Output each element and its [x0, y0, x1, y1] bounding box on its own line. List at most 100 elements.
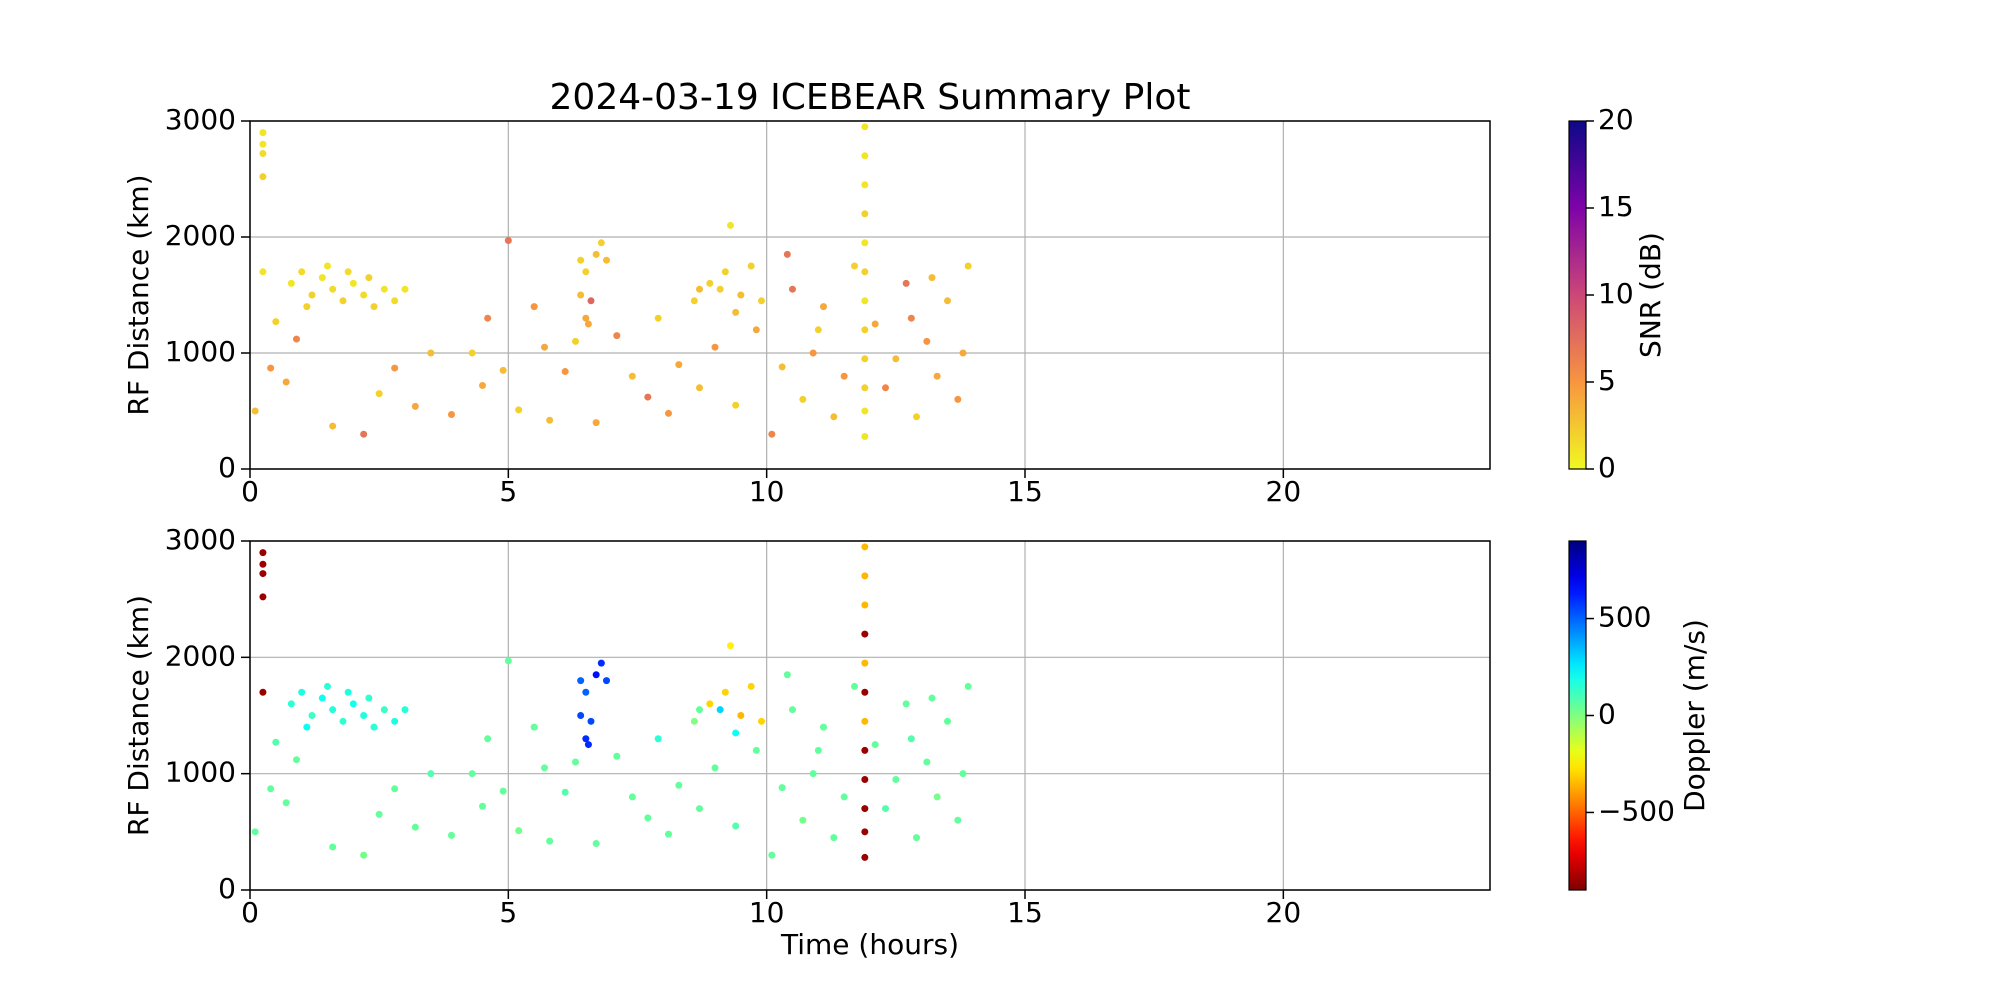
- point: [882, 384, 889, 392]
- point: [504, 657, 512, 665]
- point: [584, 741, 592, 749]
- point: [758, 297, 765, 305]
- point: [892, 355, 900, 363]
- point: [411, 402, 419, 410]
- point: [530, 723, 538, 731]
- point: [587, 717, 595, 725]
- point: [696, 384, 703, 392]
- point: [768, 851, 776, 859]
- point: [308, 291, 316, 299]
- point: [391, 364, 399, 372]
- point: [732, 401, 740, 409]
- point: [696, 805, 703, 813]
- point: [391, 717, 399, 725]
- point: [251, 828, 259, 836]
- point: [479, 381, 486, 389]
- point: [360, 712, 368, 719]
- point: [644, 814, 652, 822]
- points: [251, 543, 972, 861]
- point: [778, 784, 786, 792]
- colorbar-tick-label: 20: [1598, 103, 1634, 136]
- point: [944, 717, 951, 725]
- point: [675, 781, 683, 789]
- point: [272, 318, 280, 326]
- y-tick-label: 3000: [165, 523, 236, 556]
- point: [577, 291, 585, 299]
- point: [861, 355, 869, 363]
- point: [820, 303, 827, 311]
- point: [696, 706, 703, 714]
- point: [427, 349, 435, 357]
- point: [783, 250, 791, 258]
- point: [365, 274, 373, 282]
- point: [861, 775, 869, 783]
- point: [758, 717, 765, 725]
- axes-frame: [249, 540, 1491, 891]
- point: [582, 688, 590, 696]
- point: [546, 416, 554, 424]
- point: [737, 291, 745, 299]
- point: [861, 326, 869, 334]
- point: [861, 407, 869, 415]
- point: [809, 349, 817, 357]
- point: [654, 735, 662, 743]
- point: [468, 770, 476, 778]
- point: [360, 291, 368, 299]
- point: [587, 297, 595, 305]
- point: [830, 413, 838, 421]
- point: [789, 706, 796, 714]
- point: [592, 839, 600, 847]
- point: [871, 741, 879, 749]
- colorbar-tick-label: 5: [1598, 364, 1616, 397]
- point: [484, 735, 492, 743]
- point: [913, 413, 920, 421]
- point: [603, 677, 610, 685]
- point: [287, 279, 295, 287]
- point: [259, 688, 267, 696]
- point: [752, 326, 760, 334]
- point: [902, 700, 910, 708]
- x-axis-label: Time (hours): [780, 928, 959, 961]
- point: [259, 560, 267, 568]
- point: [902, 279, 910, 287]
- point: [339, 297, 347, 305]
- point: [752, 746, 760, 754]
- point: [484, 314, 492, 322]
- point: [411, 823, 419, 831]
- point: [954, 395, 962, 403]
- point: [727, 221, 734, 229]
- point: [861, 384, 869, 392]
- point: [820, 723, 827, 731]
- point: [401, 285, 409, 293]
- point: [613, 752, 621, 760]
- point: [360, 430, 368, 438]
- y-tick-label: 0: [218, 872, 236, 905]
- point: [861, 543, 869, 551]
- y-tick-label: 3000: [165, 103, 236, 136]
- point: [259, 570, 267, 578]
- point: [561, 788, 569, 796]
- point: [308, 712, 316, 719]
- point: [401, 706, 409, 714]
- colorbar-tick-label: 15: [1598, 190, 1634, 223]
- point: [613, 332, 621, 340]
- point: [298, 688, 306, 696]
- point: [768, 430, 776, 438]
- point: [628, 372, 636, 380]
- point: [282, 378, 290, 386]
- point: [468, 349, 476, 357]
- point: [840, 372, 848, 380]
- colorbar-tick-label: 10: [1598, 277, 1634, 310]
- point: [944, 297, 951, 305]
- point: [504, 236, 512, 244]
- point: [690, 297, 698, 305]
- point: [861, 717, 869, 725]
- point: [861, 746, 869, 754]
- y-axis-label: RF Distance (km): [122, 595, 155, 836]
- point: [737, 712, 745, 719]
- point: [716, 706, 724, 714]
- point: [584, 320, 592, 328]
- point: [913, 834, 920, 842]
- point: [318, 274, 326, 282]
- y-tick-label: 2000: [165, 639, 236, 672]
